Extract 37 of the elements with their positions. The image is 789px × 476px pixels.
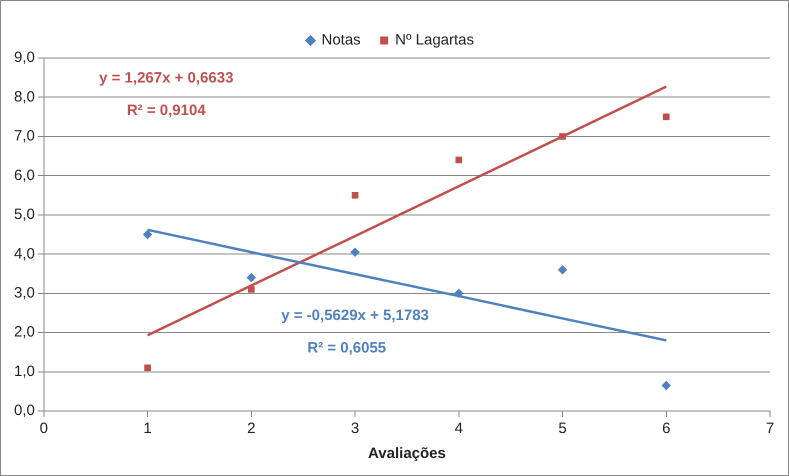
- x-tick-label: 4: [454, 420, 463, 438]
- y-tick-label: 9,0: [14, 49, 35, 66]
- annotation: R² = 0,6055: [307, 339, 386, 356]
- y-tick-label: 0,0: [14, 402, 35, 420]
- x-tick-label: 7: [766, 420, 774, 438]
- y-tick-label: 6,0: [14, 166, 35, 184]
- y-tick-label: 4,0: [14, 245, 35, 262]
- x-tick-label: 6: [662, 420, 670, 438]
- point: [662, 381, 671, 390]
- y-tick-label: 1,0: [14, 362, 35, 380]
- point: [558, 265, 568, 274]
- x-tick-label: 0: [40, 420, 48, 438]
- legend-label: Nº Lagartas: [395, 32, 474, 49]
- y-tick-label: 7,0: [14, 128, 35, 145]
- point: [143, 230, 152, 239]
- point: [454, 288, 464, 298]
- x-tick-label: 1: [143, 420, 152, 438]
- point: [455, 156, 462, 164]
- annotation: R² = 0,9104: [126, 102, 206, 120]
- point: [662, 114, 670, 120]
- y-tick-label: 8,0: [14, 88, 35, 106]
- annotation: y = -0,5629x + 5,1783: [281, 307, 429, 324]
- legend-label: Notas: [321, 32, 361, 49]
- point: [246, 273, 256, 282]
- point: [352, 192, 358, 199]
- annotation: y = 1,267x + 0,6633: [99, 70, 234, 87]
- point: [350, 248, 360, 257]
- x-tick-label: 3: [350, 420, 360, 438]
- y-tick-label: 5,0: [14, 206, 35, 224]
- point: [559, 133, 566, 140]
- x-tick-label: 2: [247, 420, 256, 438]
- x-tick-label: 5: [558, 420, 567, 438]
- y-tick-label: 2,0: [14, 324, 35, 341]
- point: [248, 286, 255, 293]
- x-axis-title: Avaliações: [368, 445, 446, 462]
- y-tick-label: 3,0: [14, 284, 35, 302]
- point: [144, 364, 151, 372]
